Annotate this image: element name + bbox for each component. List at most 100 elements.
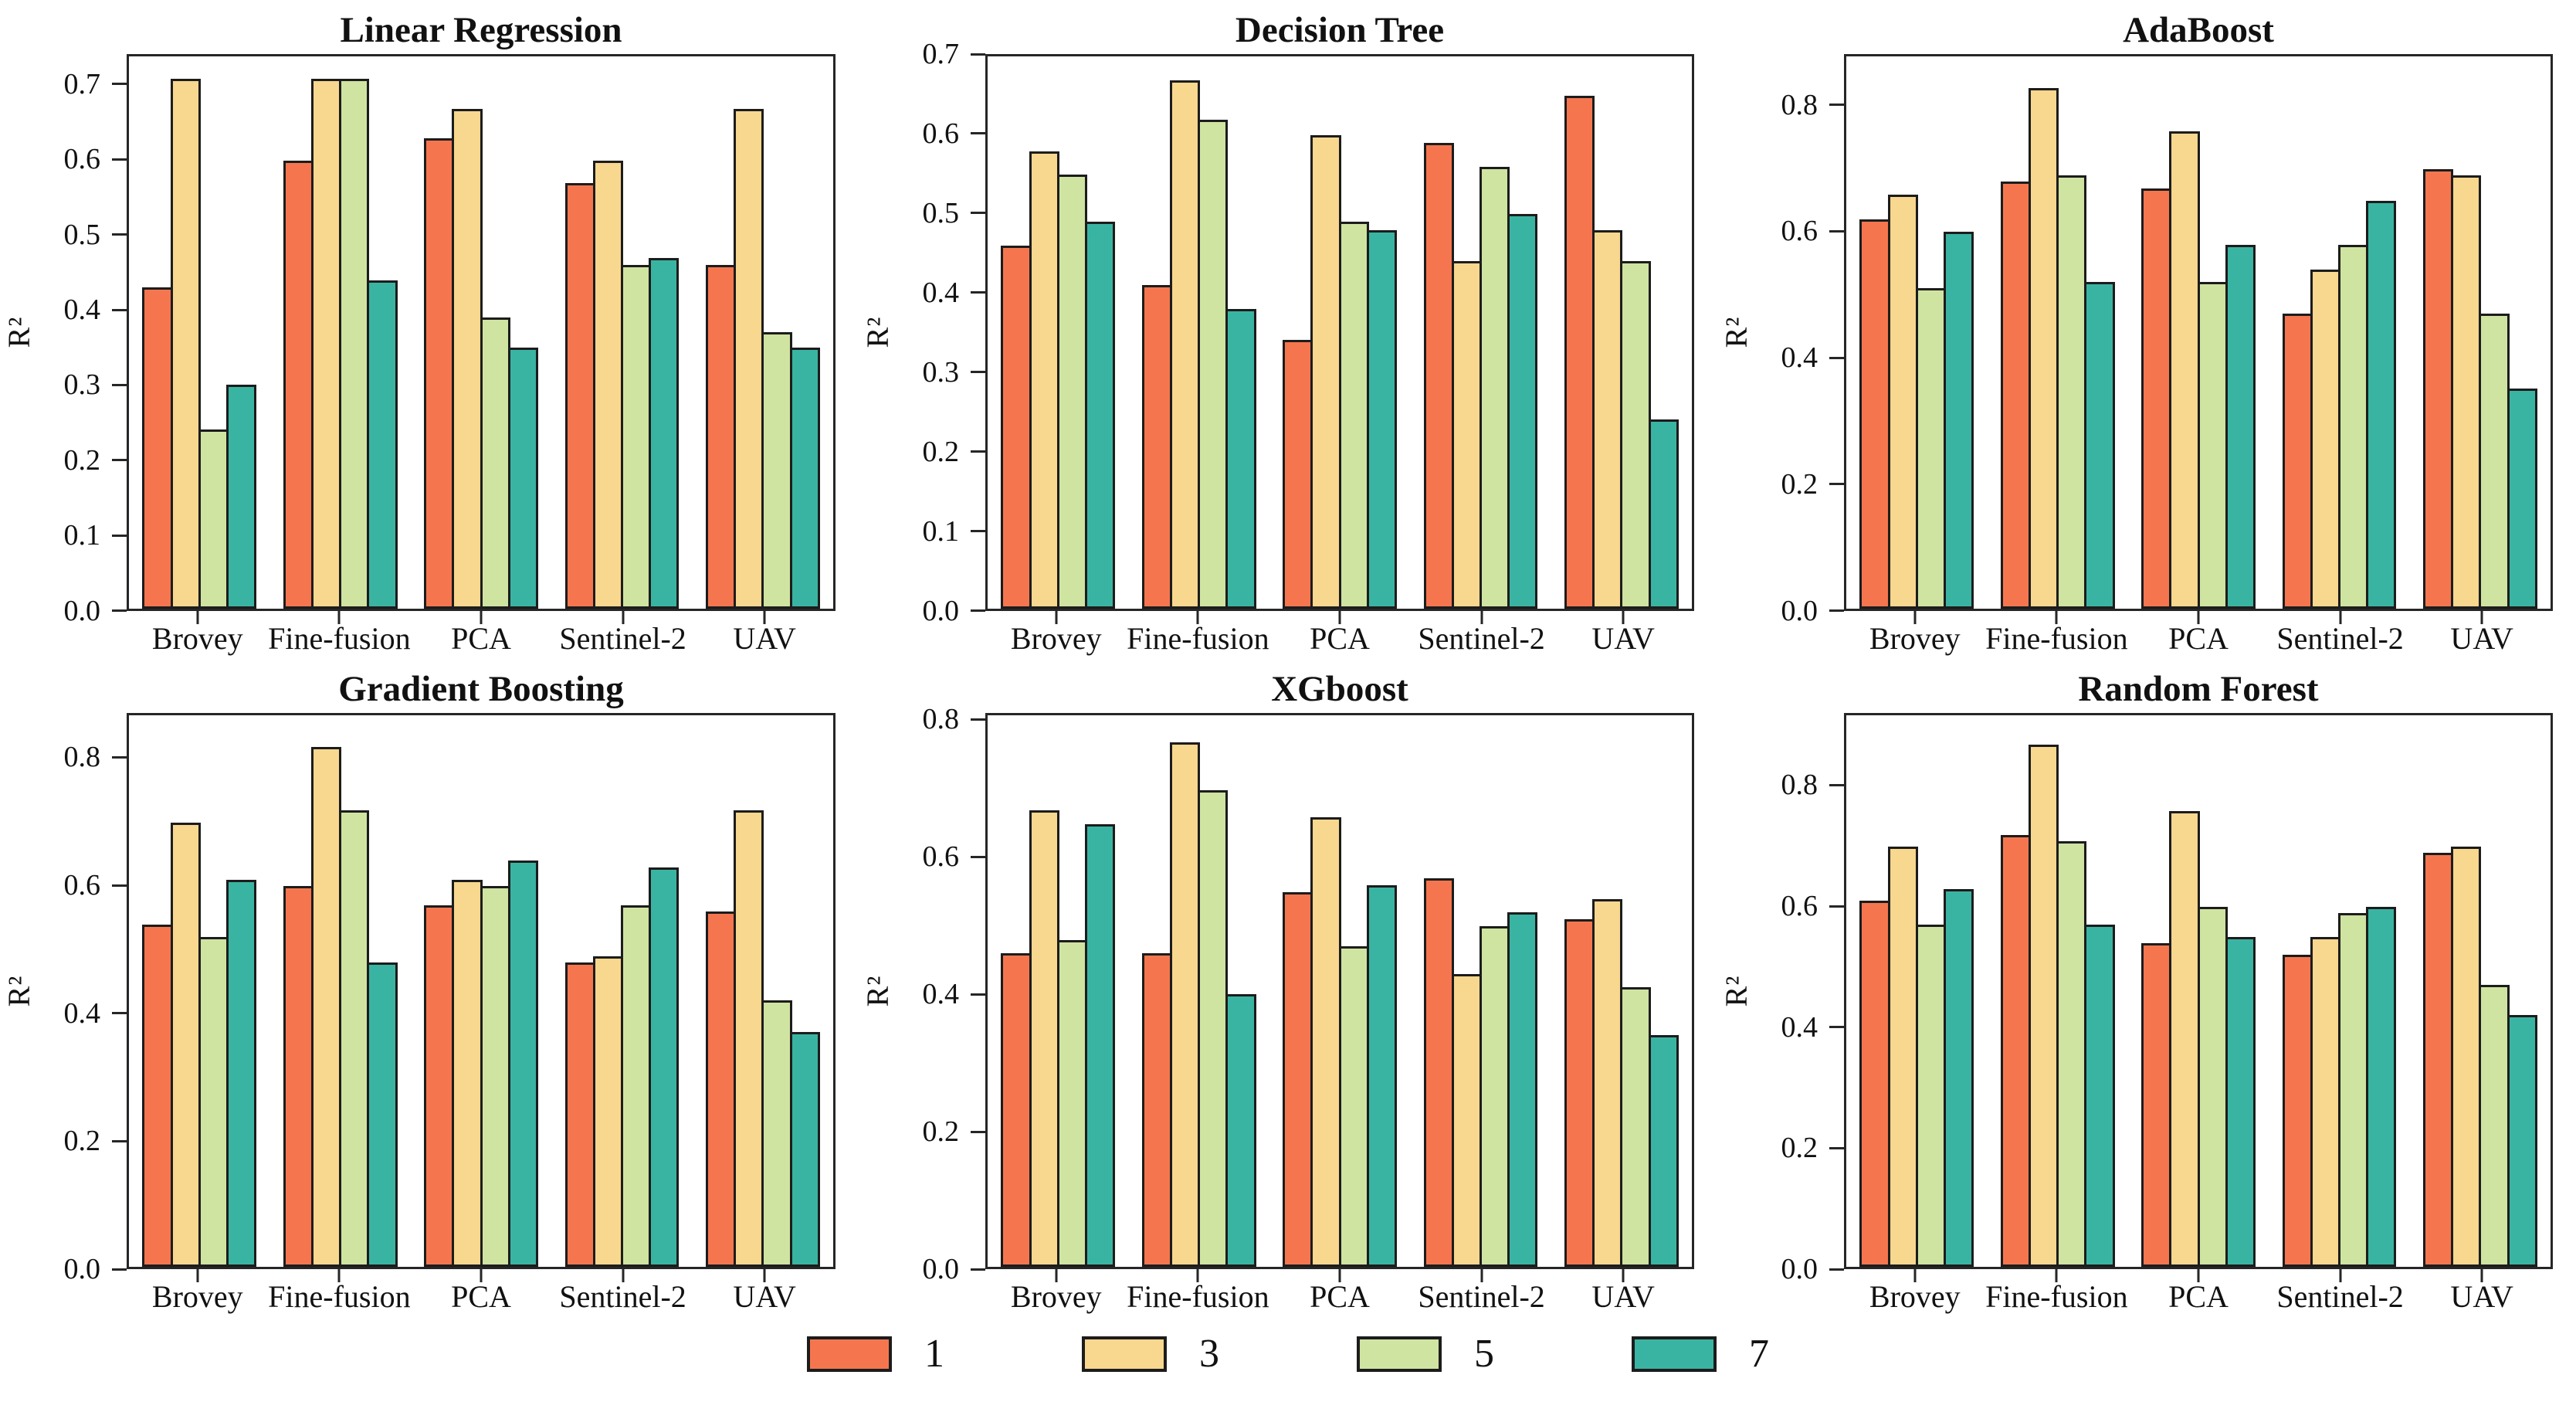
bar-series-5: [480, 886, 510, 1267]
y-axis-label: R²: [859, 316, 895, 348]
bar-series-3: [734, 810, 764, 1267]
bar-series-5: [1915, 925, 1946, 1267]
x-category-label: UAV: [1591, 1279, 1655, 1314]
legend-label: 5: [1474, 1332, 1494, 1376]
bar-series-5: [1479, 925, 1510, 1267]
bar-series-3: [1310, 135, 1341, 609]
y-tick-label: 0.4: [63, 294, 101, 327]
x-tick-mark: [1196, 610, 1199, 624]
y-tick-label: 0.8: [1781, 88, 1818, 121]
x-tick-mark: [763, 1269, 766, 1282]
y-tick-label: 0.6: [1781, 215, 1818, 248]
bar-series-1: [2000, 834, 2031, 1267]
bar-series-1: [564, 962, 595, 1267]
bar-group-brovey: [1846, 56, 1987, 609]
x-category-label: Fine-fusion: [268, 620, 411, 656]
axes-box: [985, 54, 1694, 611]
bar-series-5: [2479, 313, 2510, 609]
y-tick-mark: [112, 534, 127, 537]
bar-series-5: [2056, 840, 2087, 1267]
bar-series-3: [1029, 151, 1059, 609]
x-tick-mark: [196, 610, 199, 624]
bar-series-3: [1592, 898, 1623, 1267]
x-tick-mark: [337, 1269, 341, 1282]
y-tick-mark: [1829, 609, 1844, 612]
bar-series-5: [761, 332, 792, 609]
x-category-label: Fine-fusion: [268, 1279, 411, 1314]
bar-series-7: [1648, 1035, 1679, 1267]
y-tick-mark: [1829, 1146, 1844, 1149]
bar-series-3: [734, 108, 764, 609]
bar-series-7: [789, 347, 820, 609]
bar-series-3: [592, 161, 623, 609]
y-tick-mark: [971, 1268, 985, 1271]
x-category-label: Sentinel-2: [1418, 1279, 1545, 1314]
x-category-label: Fine-fusion: [1985, 1279, 2128, 1314]
bar-group-brovey: [129, 56, 269, 609]
y-tick-mark: [971, 450, 985, 453]
y-tick-mark: [971, 855, 985, 858]
y-tick-label: 0.0: [63, 594, 101, 627]
bar-series-7: [789, 1032, 820, 1267]
bar-group-brovey: [1846, 715, 1987, 1267]
legend-item: 7: [1632, 1334, 1769, 1374]
x-category-label: PCA: [2168, 620, 2229, 656]
x-category-label: Sentinel-2: [559, 620, 686, 656]
y-tick-mark: [1829, 104, 1844, 106]
bar-group-sentinel-2: [2269, 56, 2409, 609]
x-tick-mark: [2197, 610, 2200, 624]
y-tick-label: 0.3: [922, 355, 960, 389]
bar-group-sentinel-2: [1410, 56, 1551, 609]
bar-group-uav: [2410, 715, 2551, 1267]
bar-series-3: [310, 746, 342, 1267]
y-tick-label: 0.4: [1781, 1010, 1818, 1044]
bar-series-1: [142, 287, 173, 609]
plot-area: Brovey Fine-fusion PCA Sentinel-2 UAV 0.0 0.2 0…: [1781, 54, 2553, 653]
x-tick-mark: [763, 610, 766, 624]
y-tick-label: 0.4: [922, 276, 960, 309]
x-category-label: UAV: [2450, 1279, 2513, 1314]
x-category-label: Fine-fusion: [1127, 620, 1269, 656]
y-tick-label: 0.4: [1781, 341, 1818, 375]
bar-series-7: [2084, 282, 2115, 609]
bar-series-5: [1479, 166, 1510, 609]
bar-series-1: [1283, 891, 1313, 1267]
bar-series-7: [1366, 229, 1397, 609]
bar-group-uav: [693, 715, 833, 1267]
y-tick-mark: [1829, 1268, 1844, 1271]
charts-grid: Linear Regression R² Brovey Fine-fusion PC…: [2, 10, 2553, 1314]
y-tick-label: 0.1: [63, 519, 101, 552]
x-tick-mark: [1480, 1269, 1483, 1282]
x-category-label: Brovey: [1869, 620, 1961, 656]
bar-series-1: [1859, 219, 1890, 609]
axes-box: [1844, 54, 2553, 611]
legend-item: 3: [1082, 1334, 1219, 1374]
plot-area: Brovey Fine-fusion PCA Sentinel-2 UAV 0.0 0.1 0…: [923, 39, 1694, 653]
y-tick-label: 0.6: [1781, 890, 1818, 923]
bar-series-5: [1338, 946, 1369, 1267]
bar-series-7: [1084, 823, 1116, 1267]
y-tick-label: 0.1: [922, 514, 960, 548]
bar-group-brovey: [129, 715, 269, 1267]
legend-label: 1: [924, 1332, 944, 1376]
x-category-label: Brovey: [1010, 1279, 1102, 1314]
x-tick-mark: [1055, 610, 1058, 624]
bar-series-7: [225, 880, 257, 1267]
y-tick-mark: [1829, 783, 1844, 786]
bar-series-1: [424, 138, 455, 609]
bar-series-5: [1620, 261, 1651, 609]
bar-group-uav: [1551, 56, 1692, 609]
axes-box: [127, 54, 836, 611]
y-tick-mark: [971, 53, 985, 56]
y-tick-label: 0.2: [1781, 1132, 1818, 1165]
bar-group-fine-fusion: [1987, 715, 2127, 1267]
bar-series-1: [2141, 188, 2172, 609]
chart-title: Linear Regression: [340, 10, 622, 50]
y-tick-mark: [971, 718, 985, 721]
bar-group-uav: [1551, 715, 1692, 1267]
axes-box: [127, 712, 836, 1269]
x-category-label: Fine-fusion: [1985, 620, 2128, 656]
y-tick-label: 0.4: [63, 996, 101, 1030]
bar-series-5: [198, 429, 229, 609]
legend-item: 5: [1357, 1334, 1494, 1374]
